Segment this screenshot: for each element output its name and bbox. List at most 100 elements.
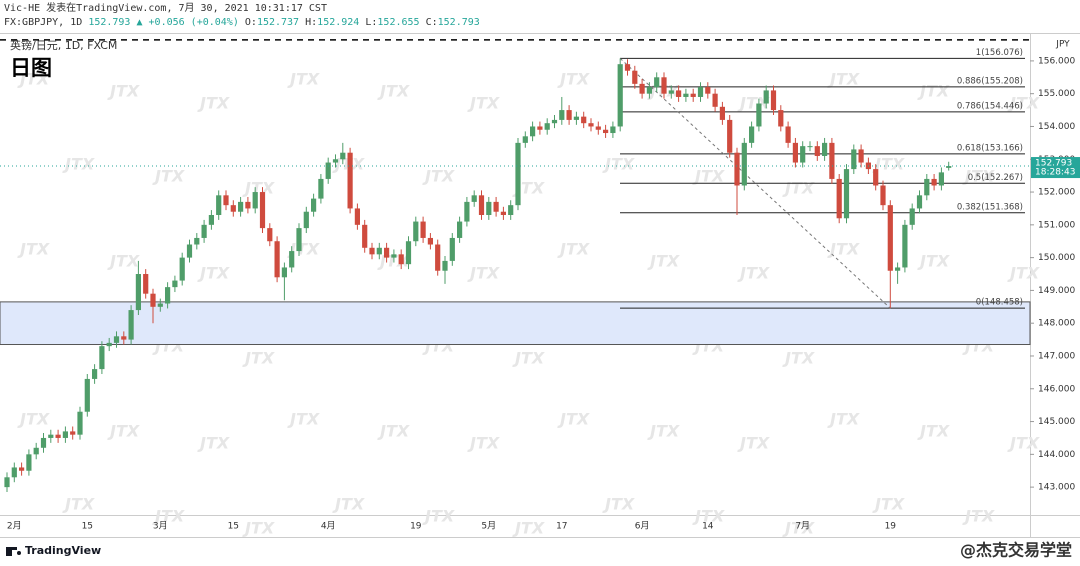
candle-body <box>610 126 616 134</box>
candle-body <box>194 237 200 245</box>
watermark: JTX <box>557 410 590 429</box>
y-tick-label: 155.000 <box>1038 89 1075 99</box>
candle-body <box>559 110 565 120</box>
watermark: JTX <box>782 179 815 198</box>
candle-body <box>252 192 258 209</box>
candle-body <box>486 201 492 215</box>
candle-body <box>347 152 353 209</box>
candle-body <box>938 172 944 186</box>
watermark: JTX <box>602 495 635 514</box>
watermark: JTX <box>917 422 950 441</box>
zone <box>0 301 1031 346</box>
watermark: JTX <box>152 167 185 186</box>
last-price-label: 152.793 <box>1035 159 1072 169</box>
candle-body <box>851 149 857 170</box>
y-tick-label: 149.000 <box>1038 286 1075 296</box>
candle-body <box>683 93 689 97</box>
logo-mark <box>17 551 21 555</box>
candle-body <box>895 267 901 271</box>
account-watermark: @杰克交易学堂 <box>960 541 1072 560</box>
candle-body <box>325 162 331 179</box>
watermark: JTX <box>242 519 275 538</box>
watermark: JTX <box>1007 94 1040 113</box>
candle-body <box>814 146 820 156</box>
watermark: JTX <box>872 155 905 174</box>
watermark: JTX <box>692 507 725 526</box>
watermark: JTX <box>467 264 500 283</box>
y-tick-label: 152.000 <box>1038 188 1075 198</box>
candle-body <box>887 205 893 271</box>
fib-label: 1(156.076) <box>976 48 1023 58</box>
candle-body <box>617 64 623 127</box>
candle-body <box>807 146 813 148</box>
x-tick-label: 15 <box>228 522 239 532</box>
y-tick-label: 145.000 <box>1038 417 1075 427</box>
watermark: JTX <box>602 155 635 174</box>
candle-body <box>603 129 609 134</box>
candle-body <box>289 251 295 268</box>
x-tick-label: 19 <box>885 522 897 532</box>
watermark: JTX <box>827 240 860 259</box>
candle-body <box>121 336 127 340</box>
watermark: JTX <box>17 410 50 429</box>
y-tick-label: 148.000 <box>1038 319 1075 329</box>
x-tick-label: 17 <box>556 522 567 532</box>
candle-body <box>376 247 382 255</box>
watermark: JTX <box>782 519 815 538</box>
symbol: FX:GBPJPY, 1D <box>4 17 82 28</box>
candle-body <box>624 64 631 71</box>
candle-body <box>595 126 601 130</box>
candle-body <box>924 178 930 196</box>
candle-body <box>880 185 886 206</box>
candle-body <box>537 126 543 130</box>
last-price-box <box>1031 157 1080 179</box>
candle-body <box>128 310 134 340</box>
candle-body <box>259 192 266 229</box>
x-tick-label: 2月 <box>7 521 22 532</box>
fib-label: 0.382(151.368) <box>957 202 1023 212</box>
candle-body <box>369 247 375 255</box>
watermark: JTX <box>782 349 815 368</box>
watermark: JTX <box>107 82 140 101</box>
candle-body <box>573 116 579 120</box>
currency-label: JPY <box>1055 40 1070 50</box>
candle-body <box>19 467 25 471</box>
fib-label: 0(148.458) <box>976 298 1023 308</box>
x-tick-label: 4月 <box>321 521 336 532</box>
x-tick-label: 19 <box>410 522 422 532</box>
candle-body <box>40 437 47 448</box>
candle-body <box>11 467 17 478</box>
candle-body <box>464 201 470 222</box>
x-tick-label: 14 <box>702 522 714 532</box>
candle-body <box>916 195 923 209</box>
watermark: JTX <box>287 70 320 89</box>
watermark: JTX <box>827 410 860 429</box>
watermark: JTX <box>107 422 140 441</box>
candle-body <box>800 146 806 163</box>
y-tick-label: 156.000 <box>1038 56 1075 66</box>
watermark: JTX <box>962 507 995 526</box>
fib-label: 0.618(153.166) <box>957 143 1023 153</box>
low-key: L: <box>365 17 377 28</box>
candle-body <box>179 257 185 281</box>
candle-body <box>457 221 463 238</box>
chart-subtitle: 日图 <box>10 56 52 80</box>
plot-area: 1(156.076) 0.886(155.208) 0.786(154.446) 0.… <box>0 39 1031 493</box>
watermark: JTX <box>557 70 590 89</box>
candle-body <box>858 149 864 163</box>
candle-body <box>705 87 711 94</box>
watermark: JTX <box>287 410 320 429</box>
watermark: JTX <box>917 82 950 101</box>
candle-body <box>530 126 536 137</box>
watermark: JTX <box>737 94 770 113</box>
y-tick-label: 143.000 <box>1038 483 1075 493</box>
candle-body <box>697 87 704 97</box>
candle-body <box>581 116 587 124</box>
candle-body <box>785 126 791 143</box>
candle-body <box>70 431 76 435</box>
candle-body <box>493 201 499 212</box>
candle-body <box>778 110 784 127</box>
y-tick-label: 144.000 <box>1038 450 1075 460</box>
candle-body <box>632 70 638 84</box>
candle-body <box>143 274 149 294</box>
